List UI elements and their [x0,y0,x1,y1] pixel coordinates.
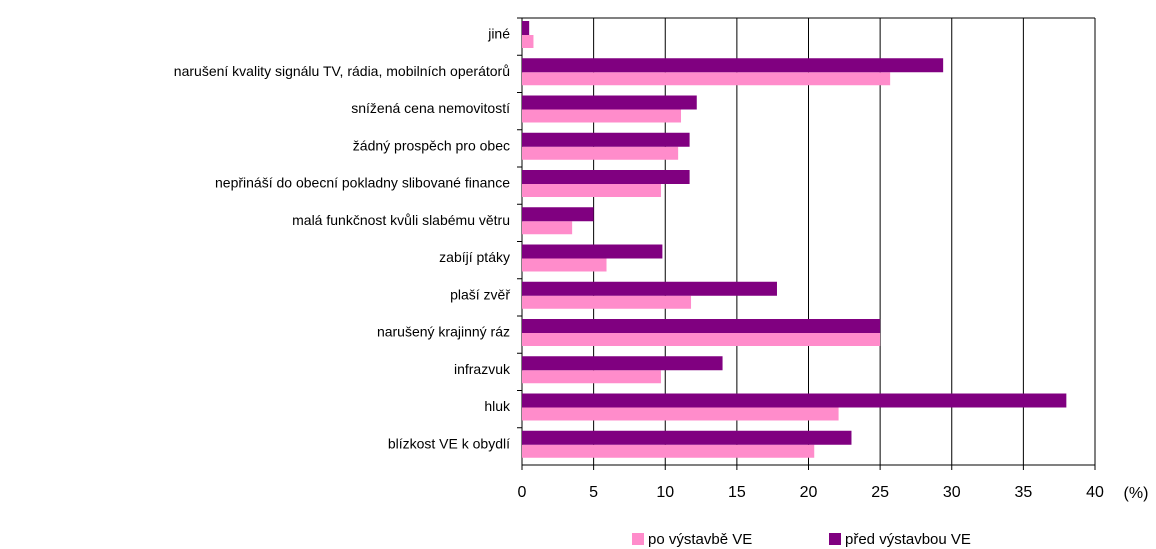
y-tick-label: narušený krajinný ráz [377,324,510,340]
y-tick-label: snížená cena nemovitostí [351,100,510,116]
x-tick-label: 30 [943,484,961,501]
y-tick-label: malá funkčnost kvůli slabému větru [292,212,510,228]
bar [522,170,690,184]
legend-swatch [829,533,841,545]
x-tick-label: 0 [518,484,527,501]
x-tick-label: 10 [656,484,674,501]
bar [522,35,534,48]
bar [522,356,723,371]
y-tick-label: zabíjí ptáky [439,249,510,265]
y-tick-label: narušení kvality signálu TV, rádia, mobi… [174,63,510,79]
bar [522,430,852,445]
bar [522,207,594,222]
y-tick-label: nepřináší do obecní pokladny slibované f… [215,175,510,191]
x-axis-label: (%) [1124,485,1149,502]
bar [522,333,881,346]
bar [522,393,1067,408]
bar [522,58,944,73]
bar [522,146,679,160]
y-tick-label: blízkost VE k obydlí [388,435,510,451]
bar [522,244,663,259]
x-tick-label: 25 [871,484,889,501]
bar [522,184,661,197]
legend-label: před výstavbou VE [845,531,971,548]
bar [522,109,682,123]
y-tick-label: infrazvuk [454,361,511,377]
y-tick-label: plaší zvěř [450,286,510,302]
bar [522,281,777,296]
bar [522,95,697,110]
x-tick-label: 5 [589,484,598,501]
legend-swatch [632,533,644,545]
y-tick-label: jiné [487,26,510,42]
bar [522,258,607,272]
bar [522,72,891,86]
y-tick-label: hluk [484,398,511,414]
x-tick-label: 20 [800,484,818,501]
bar [522,221,573,235]
bar [522,295,692,309]
bar [522,132,690,147]
y-tick-label: žádný prospěch pro obec [353,137,510,153]
bar [522,407,839,421]
bar [522,444,815,458]
bar [522,370,661,384]
x-tick-label: 40 [1086,484,1104,501]
x-tick-label: 15 [728,484,746,501]
legend-label: po výstavbě VE [648,531,752,548]
bar [522,319,881,333]
x-tick-label: 35 [1014,484,1032,501]
bar [522,21,530,35]
